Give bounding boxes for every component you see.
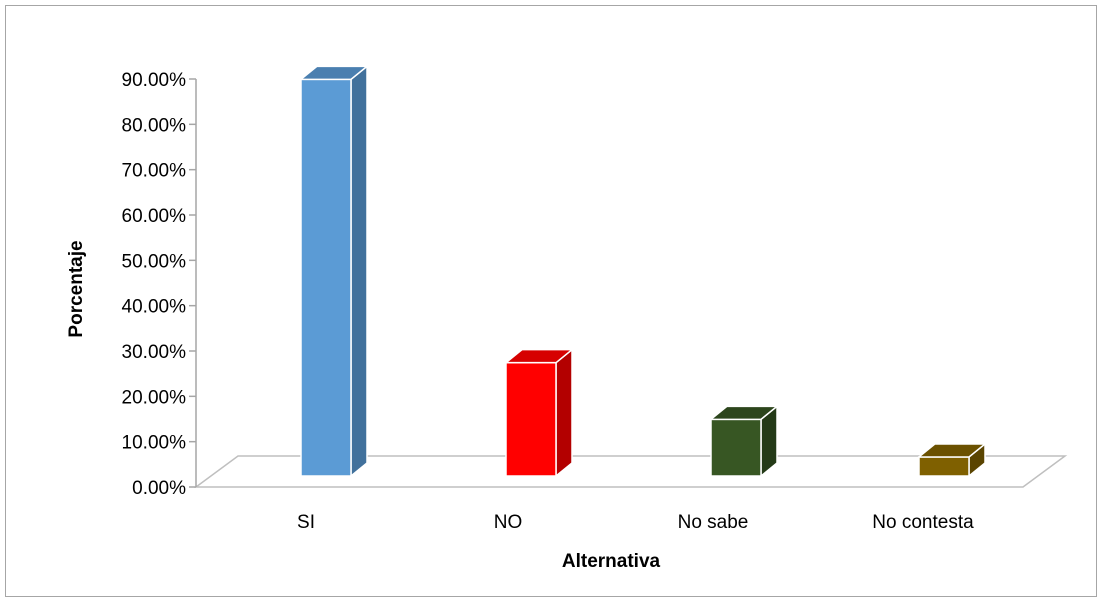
x-axis-labels: SI NO No sabe No contesta	[297, 512, 974, 533]
bar-chart: 0.00% 10.00% 20.00% 30.00% 40.00% 50.00% 60.00…	[66, 64, 1068, 572]
bar-no-contesta	[916, 442, 988, 478]
chart-frame: 0.00% 10.00% 20.00% 30.00% 40.00% 50.00% 60.00…	[5, 5, 1097, 597]
bar-top	[503, 348, 575, 364]
y-tick-label: 80.00%	[122, 115, 187, 136]
y-tick-label: 60.00%	[122, 206, 187, 227]
x-category-label: SI	[297, 512, 315, 533]
bar-front	[505, 361, 557, 477]
chart-floor	[193, 455, 1068, 488]
bar-front	[300, 78, 352, 477]
bar-front	[918, 456, 970, 477]
bar-side	[350, 64, 368, 478]
x-category-label: NO	[494, 512, 523, 533]
bars	[298, 64, 988, 478]
y-tick-label: 30.00%	[122, 342, 187, 363]
y-tick-label: 0.00%	[132, 478, 186, 499]
x-category-label: No contesta	[872, 512, 974, 533]
y-tick-label: 90.00%	[122, 70, 187, 91]
x-category-label: No sabe	[678, 512, 749, 533]
bar-top	[708, 405, 780, 421]
bar-front	[710, 418, 762, 477]
y-tick-label: 50.00%	[122, 251, 187, 272]
bar-no-sabe	[708, 404, 780, 478]
y-tick-label: 10.00%	[122, 433, 187, 454]
bar-no	[503, 348, 575, 478]
y-axis: 0.00% 10.00% 20.00% 30.00% 40.00% 50.00% 60.00…	[122, 70, 197, 499]
y-tick-label: 70.00%	[122, 161, 187, 182]
bar-si	[298, 64, 370, 478]
bar-top	[916, 443, 988, 458]
floor-plane	[193, 455, 1068, 488]
y-tick-label: 40.00%	[122, 297, 187, 318]
bar-top	[298, 65, 370, 81]
bar-side	[555, 348, 573, 478]
y-axis-title: Porcentaje	[66, 240, 87, 337]
x-axis-title: Alternativa	[562, 551, 661, 572]
y-tick-label: 20.00%	[122, 387, 187, 408]
